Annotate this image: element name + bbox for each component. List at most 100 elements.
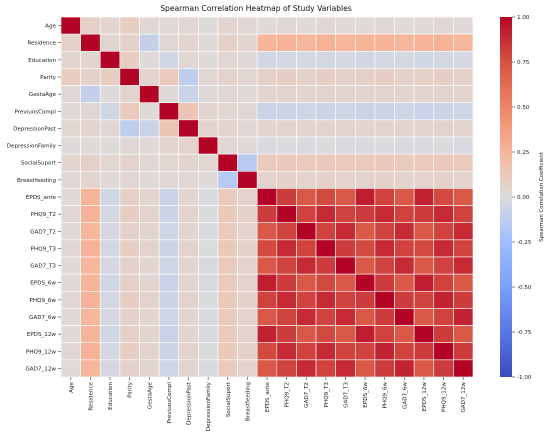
heatmap-cell [276,222,297,241]
heatmap-cell [178,153,199,172]
heatmap-cell [413,153,435,172]
heatmap-cell [217,102,238,121]
heatmap-cell [256,85,278,104]
heatmap-cell [354,68,376,86]
heatmap-cell [237,85,258,104]
x-tick-label: GAD7_T2 [304,382,310,408]
heatmap-cell [119,222,140,241]
heatmap-cell [217,342,238,361]
heatmap-cell [453,16,474,35]
heatmap-cell [119,256,140,275]
heatmap-cell [354,33,376,52]
heatmap-cell [198,273,219,292]
heatmap-cell [80,308,101,326]
heatmap-cell [99,308,121,326]
heatmap-cell [433,50,454,69]
heatmap-cell [99,256,121,275]
heatmap-cell [139,205,160,224]
heatmap-cell [296,85,317,104]
heatmap-cell [335,273,356,292]
heatmap-cell [217,359,238,378]
heatmap-cell [276,342,297,361]
heatmap-cell [217,170,238,189]
y-tick-label: Education [28,58,56,64]
heatmap-cell [178,325,199,344]
x-tick-label: EPDS_12w [422,382,428,412]
heatmap-cell [315,50,336,69]
heatmap-cell [374,290,395,309]
heatmap-cell [354,290,376,309]
heatmap-cell [60,85,81,104]
heatmap-cell [315,325,336,344]
heatmap-cell [119,102,140,121]
heatmap-cell [139,342,160,361]
heatmap-cell [198,239,219,258]
y-tick-label: EPDS_12w [27,332,57,338]
heatmap-cell [217,188,238,206]
heatmap-cell [178,68,199,86]
heatmap-cell [158,33,180,52]
heatmap-cell [178,342,199,361]
y-tick-label: DepressionPast [13,126,57,132]
heatmap-cell [178,273,199,292]
heatmap-cell [276,119,297,138]
heatmap-cell [394,239,415,258]
heatmap-cell [198,16,219,35]
y-tick-labels: Age Residence Education Parity GestaAge Previ… [7,24,61,372]
heatmap-cell [158,342,180,361]
heatmap-cell [139,290,160,309]
heatmap-cell [256,256,278,275]
heatmap-cell [413,119,435,138]
heatmap-cell [256,359,278,378]
heatmap-cell [394,222,415,241]
heatmap-cell [99,50,121,69]
heatmap-cell [453,256,474,275]
heatmap-cell [178,359,199,378]
heatmap-cell [217,50,238,69]
heatmap-cell [394,256,415,275]
heatmap-cell [335,50,356,69]
heatmap-cell [256,342,278,361]
colorbar-tick-label: 1.00 [517,15,530,21]
heatmap-cell [413,85,435,104]
heatmap-cell [296,170,317,189]
heatmap-cell [394,136,415,155]
y-tick-label: PreviuosCompl [14,109,56,115]
heatmap-cell [276,325,297,344]
heatmap-cell [178,256,199,275]
heatmap-cell [178,136,199,155]
y-tick-label: SocialSuport [21,161,57,167]
heatmap-cell [80,273,101,292]
heatmap-cell [60,273,81,292]
heatmap-cell [139,273,160,292]
heatmap-cells [60,16,474,378]
heatmap-cell [256,119,278,138]
heatmap-cell [256,102,278,121]
heatmap-cell [99,153,121,172]
heatmap-cell [276,359,297,378]
heatmap-cell [374,153,395,172]
heatmap-cell [198,85,219,104]
heatmap-cell [80,342,101,361]
heatmap-cell [178,50,199,69]
heatmap-cell [296,239,317,258]
heatmap-cell [296,136,317,155]
heatmap-cell [394,205,415,224]
x-tick-label: PHQ9_T2 [285,382,291,407]
heatmap-cell [99,68,121,86]
x-tick-labels: Age Residence Education Parity GestaAge Previ… [69,377,467,431]
heatmap-cell [453,153,474,172]
heatmap-cell [178,85,199,104]
heatmap-cell [354,273,376,292]
heatmap-cell [335,188,356,206]
x-tick-label: Breastfeeding [245,382,251,421]
heatmap-cell [394,85,415,104]
heatmap-cell [119,136,140,155]
heatmap-cell [453,205,474,224]
heatmap-cell [99,33,121,52]
heatmap-cell [296,33,317,52]
heatmap-cell [237,68,258,86]
heatmap-cell [276,188,297,206]
heatmap-cell [335,136,356,155]
heatmap-cell [139,308,160,326]
